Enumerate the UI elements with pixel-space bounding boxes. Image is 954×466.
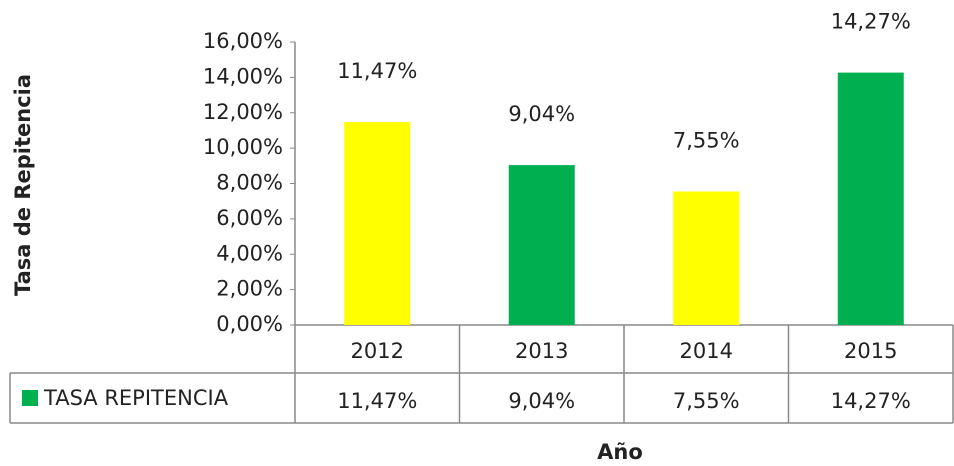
table-value: 11,47%	[337, 389, 417, 413]
y-axis-label: Tasa de Repitencia	[11, 74, 35, 296]
bar	[344, 122, 411, 325]
x-tick-label: 2014	[680, 339, 733, 363]
y-tick-label: 14,00%	[203, 64, 283, 88]
bar	[837, 72, 904, 326]
y-tick-label: 2,00%	[216, 277, 283, 301]
x-axis-label: Año	[597, 440, 643, 464]
data-label: 14,27%	[831, 10, 911, 34]
x-tick-label: 2013	[515, 339, 568, 363]
bar	[673, 191, 740, 325]
legend-swatch	[22, 390, 38, 406]
y-tick-label: 4,00%	[216, 241, 283, 265]
y-tick-label: 10,00%	[203, 135, 283, 159]
legend-label: TASA REPITENCIA	[43, 386, 229, 410]
x-tick-label: 2012	[351, 339, 404, 363]
y-tick-label: 8,00%	[216, 171, 283, 195]
y-tick-label: 0,00%	[216, 312, 283, 336]
data-label: 7,55%	[673, 128, 740, 152]
table-value: 7,55%	[673, 389, 740, 413]
x-tick-label: 2015	[844, 339, 897, 363]
data-label: 9,04%	[508, 102, 575, 126]
data-label: 11,47%	[337, 59, 417, 83]
y-tick-label: 12,00%	[203, 100, 283, 124]
table-value: 9,04%	[508, 389, 575, 413]
bar	[508, 165, 575, 325]
y-tick-label: 6,00%	[216, 206, 283, 230]
table-value: 14,27%	[831, 389, 911, 413]
y-tick-label: 16,00%	[203, 29, 283, 53]
